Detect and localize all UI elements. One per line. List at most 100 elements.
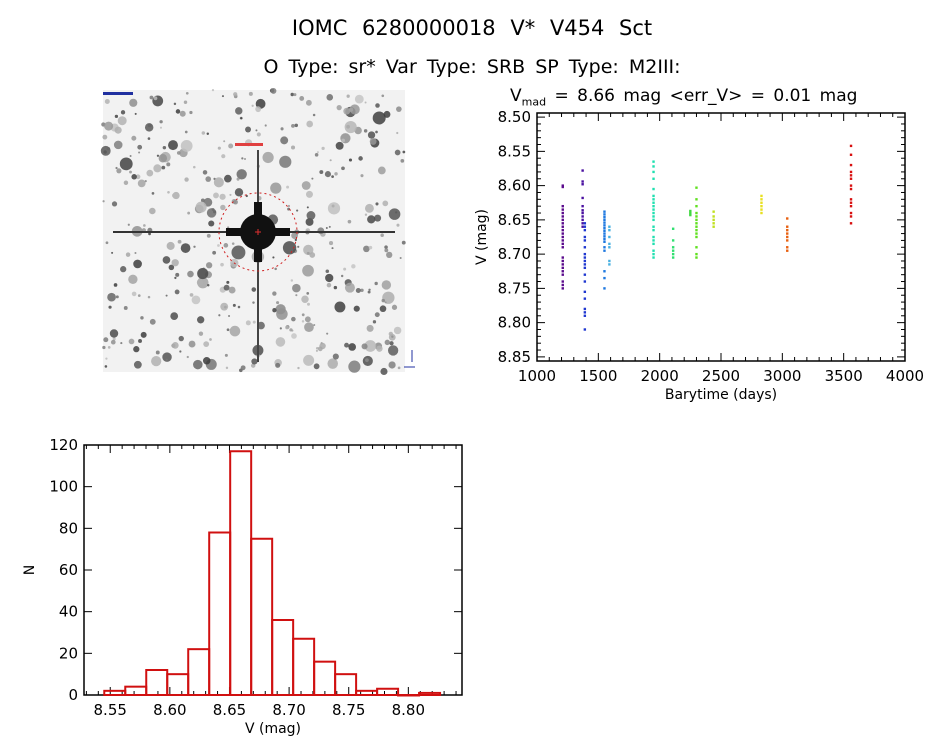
field-star (117, 116, 127, 126)
lightcurve-point (849, 153, 853, 156)
field-star (111, 251, 114, 254)
field-star (301, 320, 305, 323)
lightcurve-point (581, 225, 584, 228)
field-star (175, 109, 181, 114)
lc-y-axis-label: V (mag) (474, 209, 490, 265)
field-star (147, 137, 151, 140)
field-star (178, 335, 184, 342)
lightcurve-point (583, 314, 587, 317)
field-star (376, 345, 383, 352)
lightcurve-point (603, 276, 606, 280)
field-star (367, 131, 376, 139)
field-star (107, 346, 111, 349)
lightcurve-point (583, 328, 587, 331)
lightcurve-point (849, 163, 853, 167)
field-star (166, 241, 175, 250)
field-star (375, 202, 379, 206)
lightcurve-point (561, 266, 564, 270)
lightcurve-point (849, 174, 853, 177)
field-star (397, 366, 401, 370)
field-star (197, 268, 209, 280)
field-star (374, 312, 380, 318)
hist-x-tick-label: 8.55 (94, 701, 127, 719)
field-star (179, 350, 182, 353)
lightcurve-point (581, 211, 584, 215)
field-star (294, 238, 297, 242)
field-star (360, 288, 364, 293)
lightcurve-point (603, 249, 606, 252)
field-star (327, 202, 341, 215)
lightcurve-point (695, 225, 698, 228)
field-star (393, 326, 402, 335)
field-star (305, 190, 313, 198)
lightcurve-point (561, 211, 564, 215)
field-star (257, 321, 265, 330)
lightcurve-point (561, 273, 564, 276)
lightcurve-point (561, 185, 564, 189)
field-star (286, 185, 290, 189)
lightcurve-point (652, 170, 655, 174)
field-star (221, 154, 226, 159)
field-star (348, 158, 353, 162)
field-star (193, 165, 196, 169)
field-star (113, 140, 123, 150)
field-star (153, 96, 158, 101)
lightcurve-point (583, 228, 587, 232)
field-star (196, 316, 205, 324)
field-star (396, 106, 402, 112)
field-star (264, 124, 267, 127)
field-star (201, 131, 206, 135)
lightcurve-point (760, 208, 763, 211)
lightcurve-point (849, 144, 853, 148)
field-star (262, 151, 274, 164)
field-star (207, 284, 210, 287)
field-star (355, 287, 361, 293)
lightcurve-title: Vmad = 8.66 mag <err_V> = 0.01 mag (510, 86, 857, 108)
field-star (382, 200, 389, 207)
field-star (375, 103, 380, 108)
field-star (243, 158, 247, 161)
lightcurve-point (583, 273, 587, 276)
field-star (391, 335, 394, 338)
lightcurve-point (583, 246, 587, 249)
field-star (347, 219, 352, 224)
lightcurve-point (561, 280, 564, 283)
field-star (386, 251, 393, 259)
field-star (327, 358, 338, 369)
field-star (340, 274, 344, 278)
field-star (184, 130, 188, 134)
lightcurve-point (652, 198, 655, 201)
field-star (144, 123, 154, 132)
lightcurve-point (695, 198, 698, 201)
field-star (334, 301, 346, 313)
lightcurve-point (689, 211, 692, 215)
lightcurve-point (561, 256, 564, 259)
field-star (306, 211, 316, 220)
field-star (344, 120, 357, 134)
field-star (168, 264, 175, 271)
field-star (202, 170, 208, 175)
field-star (138, 151, 141, 154)
field-star (110, 339, 116, 345)
lightcurve-point (561, 184, 564, 187)
field-star (109, 329, 119, 338)
field-star (394, 149, 401, 156)
field-star (272, 308, 277, 313)
field-star (111, 201, 118, 207)
field-star (198, 331, 204, 336)
lightcurve-point (671, 227, 675, 230)
lightcurve-point (849, 177, 853, 180)
field-star (331, 204, 335, 208)
lightcurve-point (695, 204, 698, 208)
lightcurve-point (712, 215, 715, 218)
field-star (245, 194, 248, 198)
hist-y-tick-label: 0 (68, 686, 78, 704)
field-star (123, 306, 128, 310)
field-star (377, 166, 386, 175)
lightcurve-point (561, 283, 564, 287)
field-star (364, 213, 368, 216)
histogram-bar (376, 687, 400, 696)
field-star (167, 190, 170, 194)
histogram-bar (334, 673, 358, 697)
field-star (311, 177, 314, 180)
